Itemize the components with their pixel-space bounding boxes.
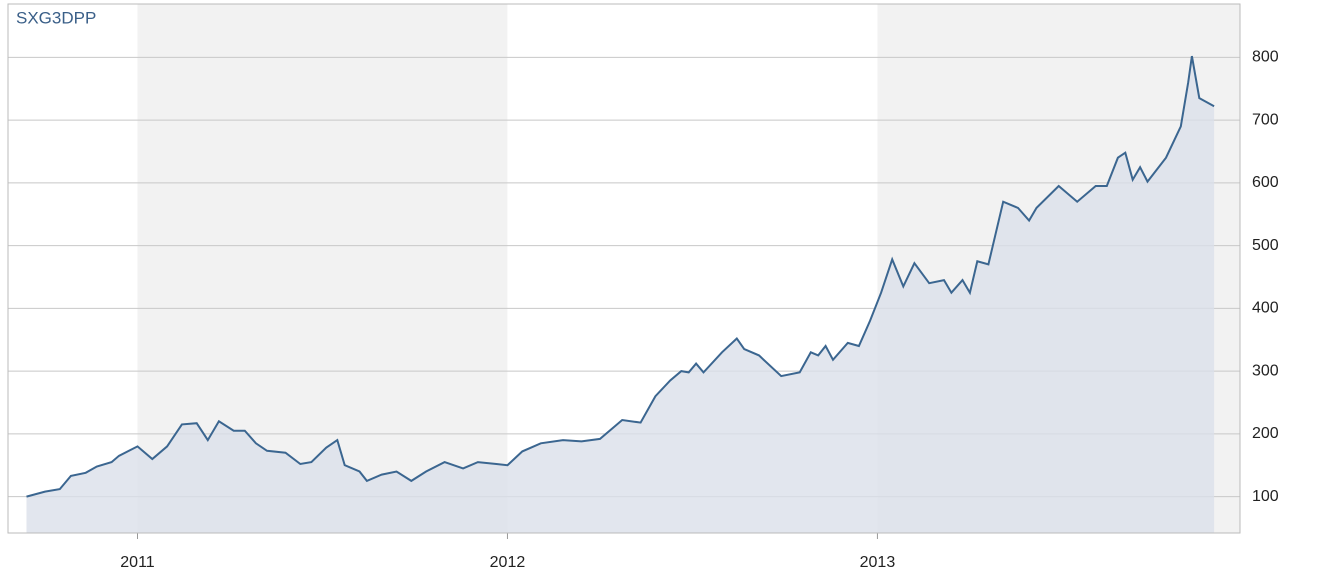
y-tick-label: 700 xyxy=(1252,111,1279,128)
chart-title: SXG3DPP xyxy=(16,8,96,27)
y-tick-label: 500 xyxy=(1252,237,1279,254)
x-tick-label: 2012 xyxy=(490,554,526,571)
y-tick-label: 100 xyxy=(1252,488,1279,505)
y-tick-label: 200 xyxy=(1252,425,1279,442)
y-tick-label: 300 xyxy=(1252,362,1279,379)
y-tick-label: 600 xyxy=(1252,174,1279,191)
year-band xyxy=(8,4,138,533)
x-tick-label: 2011 xyxy=(120,554,155,571)
area xyxy=(26,56,1215,533)
line xyxy=(26,55,1215,498)
plot xyxy=(26,55,1215,533)
plot-frame xyxy=(7,3,1241,534)
y-tick-label: 800 xyxy=(1252,49,1279,66)
x-tick-label: 2013 xyxy=(860,554,896,571)
y-tick-label: 400 xyxy=(1252,300,1279,317)
